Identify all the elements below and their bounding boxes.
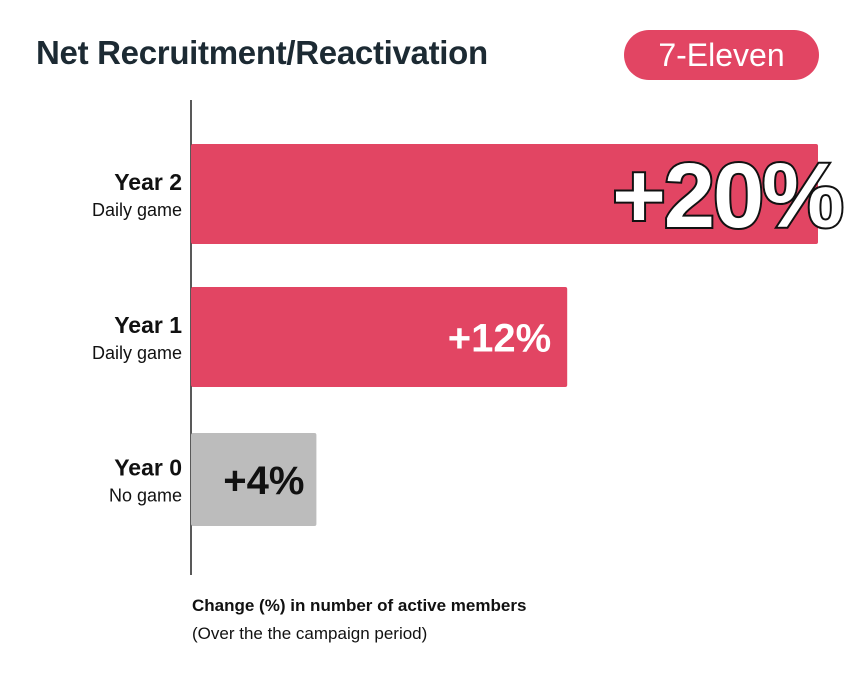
- category-sublabel: Daily game: [92, 343, 182, 363]
- bar-year-1: [191, 287, 568, 387]
- value-label: +4%: [223, 459, 304, 503]
- category-label: Year 1: [114, 312, 182, 338]
- x-axis-sublabel: (Over the the campaign period): [192, 624, 428, 643]
- category-sublabel: Daily game: [92, 200, 182, 220]
- category-label: Year 0: [114, 455, 182, 481]
- value-label: +12%: [448, 316, 551, 360]
- category-sublabel: No game: [109, 486, 182, 506]
- x-axis-label: Change (%) in number of active members: [192, 596, 527, 615]
- brand-badge: 7-Eleven: [624, 30, 819, 80]
- category-label: Year 2: [114, 169, 182, 195]
- bar-year-2: [191, 144, 818, 244]
- chart-title: Net Recruitment/Reactivation: [36, 34, 488, 71]
- bar-year-0: [191, 433, 317, 526]
- value-label: +20%: [612, 145, 842, 247]
